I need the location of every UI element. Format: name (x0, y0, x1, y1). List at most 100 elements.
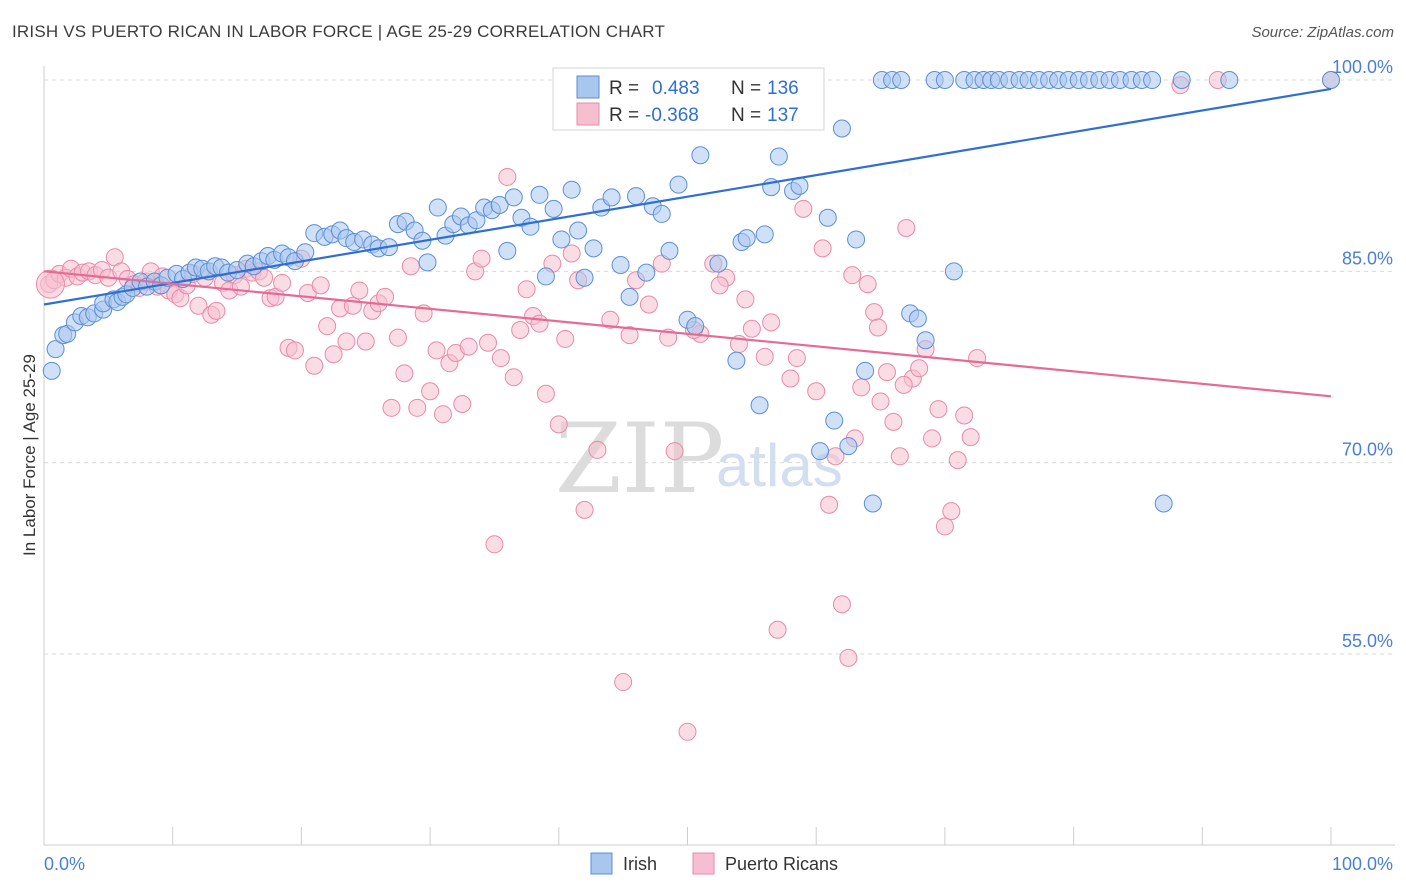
y-tick-label-3: 100.0% (1332, 57, 1393, 77)
irish-point-72 (569, 221, 588, 240)
pr-point-82 (549, 415, 568, 434)
irish-point-90 (709, 254, 728, 273)
irish-point-68 (536, 267, 555, 286)
pr-point-111 (858, 275, 877, 294)
irish-point-144 (1220, 71, 1239, 89)
irish-point-84 (669, 175, 688, 194)
pr-point-58 (395, 364, 414, 383)
legend-r-label-pr: R = (609, 105, 639, 126)
irish-point-98 (755, 225, 774, 244)
irish-point-117 (908, 309, 927, 328)
pr-point-77 (517, 280, 536, 299)
watermark: ZIP atlas (555, 403, 843, 515)
trend-lines (43, 87, 1332, 398)
irish-point-63 (498, 241, 517, 260)
axes (43, 66, 1395, 846)
pr-point-45 (311, 276, 330, 295)
pr-point-127 (961, 428, 980, 447)
legend-n-value-irish: 136 (767, 78, 799, 99)
legend-swatch-pr (576, 102, 600, 126)
legend-r-value-irish: 0.483 (652, 78, 700, 99)
pr-point-74 (498, 167, 517, 186)
y-tick-label-1: 70.0% (1342, 440, 1393, 460)
irish-point-118 (916, 331, 935, 350)
bottom-legend-label-pr: Puerto Ricans (725, 854, 838, 874)
chart-title: IRISH VS PUERTO RICAN IN LABOR FORCE | A… (12, 22, 666, 41)
pr-point-46 (318, 317, 337, 336)
irish-point-73 (575, 268, 594, 287)
irish-point-105 (811, 442, 830, 461)
legend-r-label-irish: R = (609, 78, 639, 99)
pr-point-57 (388, 328, 407, 347)
irish-point-78 (620, 287, 639, 306)
irish-point-106 (818, 208, 837, 227)
pr-point-139 (894, 375, 913, 394)
pr-cluster-point (35, 269, 65, 299)
irish-trend-line (43, 87, 1332, 306)
irish-point-62 (490, 196, 509, 215)
watermark-zip: ZIP (555, 403, 724, 515)
pr-point-102 (781, 369, 800, 388)
series-legend: Irish Puerto Ricans (590, 852, 838, 875)
pr-point-114 (877, 363, 896, 382)
irish-point-110 (847, 230, 866, 249)
irish-point-108 (832, 119, 851, 138)
correlation-legend: R = 0.483 N = 136 R = -0.368 N = 137 (552, 67, 825, 131)
pr-point-89 (614, 673, 633, 692)
pr-point-93 (665, 442, 684, 461)
pr-point-126 (955, 406, 974, 425)
pr-point-71 (479, 333, 498, 352)
pr-point-99 (742, 319, 761, 338)
pr-point-94 (678, 722, 697, 741)
irish-point-38 (296, 243, 315, 262)
pr-point-49 (337, 332, 356, 351)
pr-point-52 (356, 332, 375, 351)
pr-point-70 (472, 249, 491, 268)
pr-point-32 (231, 277, 250, 296)
x-tick-label-1: 100.0% (1332, 854, 1393, 874)
pr-point-121 (923, 429, 942, 448)
pr-point-108 (839, 648, 858, 667)
irish-point-67 (530, 185, 549, 204)
pr-point-83 (556, 329, 575, 348)
irish-point-77 (611, 255, 630, 274)
pr-point-124 (942, 502, 961, 521)
irish-point-111 (856, 361, 875, 380)
pr-point-105 (820, 495, 839, 514)
pr-point-86 (575, 500, 594, 519)
pr-point-87 (588, 440, 607, 459)
pr-point-25 (189, 296, 208, 315)
irish-point-100 (769, 147, 788, 166)
y-tick-label-2: 85.0% (1342, 248, 1393, 268)
pr-point-107 (832, 595, 851, 614)
pr-point-73 (491, 349, 510, 368)
pr-point-91 (639, 295, 658, 314)
irish-point-64 (504, 188, 523, 207)
pr-point-129 (620, 326, 639, 345)
pr-point-133 (736, 290, 755, 309)
legend-n-label-irish: N = (731, 78, 761, 99)
pr-point-104 (807, 382, 826, 401)
pr-point-60 (408, 398, 427, 417)
irish-point-143 (1172, 71, 1191, 89)
pr-point-59 (401, 257, 420, 276)
pr-point-39 (273, 273, 292, 292)
watermark-atlas: atlas (716, 432, 843, 499)
irish-point-74 (584, 239, 603, 258)
pr-point-51 (350, 281, 369, 300)
pr-point-88 (601, 310, 620, 329)
pr-point-67 (453, 394, 472, 413)
irish-point-1 (46, 340, 65, 359)
pr-point-56 (382, 398, 401, 417)
irish-point-69 (544, 199, 563, 218)
irish-point-115 (892, 71, 911, 89)
pr-point-113 (871, 392, 890, 411)
irish-point-80 (637, 263, 656, 282)
bottom-legend-swatch-pr (692, 852, 715, 875)
pr-point-132 (710, 276, 729, 295)
irish-point-70 (552, 230, 571, 249)
pr-point-64 (433, 405, 452, 424)
irish-point-95 (737, 229, 756, 248)
tick-labels: 55.0% 70.0% 85.0% 100.0% 0.0% 100.0% (44, 57, 1393, 874)
irish-point-93 (727, 351, 746, 370)
